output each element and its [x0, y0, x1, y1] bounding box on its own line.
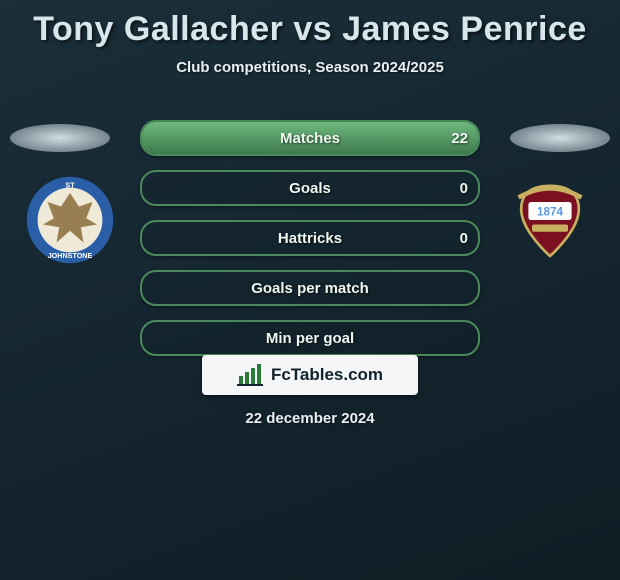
stat-right-value: 0 — [460, 230, 468, 247]
stat-label: Matches — [280, 130, 340, 147]
stat-row-goals-per-match: Goals per match — [140, 270, 480, 306]
snapshot-date: 22 december 2024 — [0, 410, 620, 427]
club-crest-left: JOHNSTONE ST — [25, 175, 115, 265]
stat-right-value: 22 — [451, 130, 468, 147]
stat-row-min-per-goal: Min per goal — [140, 320, 480, 356]
chart-icon — [237, 364, 265, 386]
stat-label: Hattricks — [278, 230, 342, 247]
subtitle: Club competitions, Season 2024/2025 — [0, 59, 620, 76]
stat-row-matches: Matches 22 — [140, 120, 480, 156]
player2-name: James Penrice — [342, 10, 587, 48]
club-crest-right: 1874 — [505, 175, 595, 265]
stat-label: Min per goal — [266, 330, 354, 347]
stat-label: Goals — [289, 180, 331, 197]
vs-text: vs — [293, 10, 332, 48]
stat-right-value: 0 — [460, 180, 468, 197]
site-logo-text: FcTables.com — [271, 365, 383, 385]
stat-row-hattricks: Hattricks 0 — [140, 220, 480, 256]
stat-label: Goals per match — [251, 280, 369, 297]
player2-ellipse — [510, 124, 610, 152]
stats-panel: Matches 22 Goals 0 Hattricks 0 Goals per… — [140, 120, 480, 370]
svg-text:1874: 1874 — [537, 206, 564, 219]
player1-ellipse — [10, 124, 110, 152]
page-title: Tony Gallacher vs James Penrice — [0, 0, 620, 49]
player1-name: Tony Gallacher — [33, 10, 283, 48]
svg-text:JOHNSTONE: JOHNSTONE — [48, 251, 93, 260]
stat-row-goals: Goals 0 — [140, 170, 480, 206]
site-logo[interactable]: FcTables.com — [202, 355, 418, 395]
comparison-card: Tony Gallacher vs James Penrice Club com… — [0, 0, 620, 580]
svg-text:ST: ST — [65, 181, 75, 190]
